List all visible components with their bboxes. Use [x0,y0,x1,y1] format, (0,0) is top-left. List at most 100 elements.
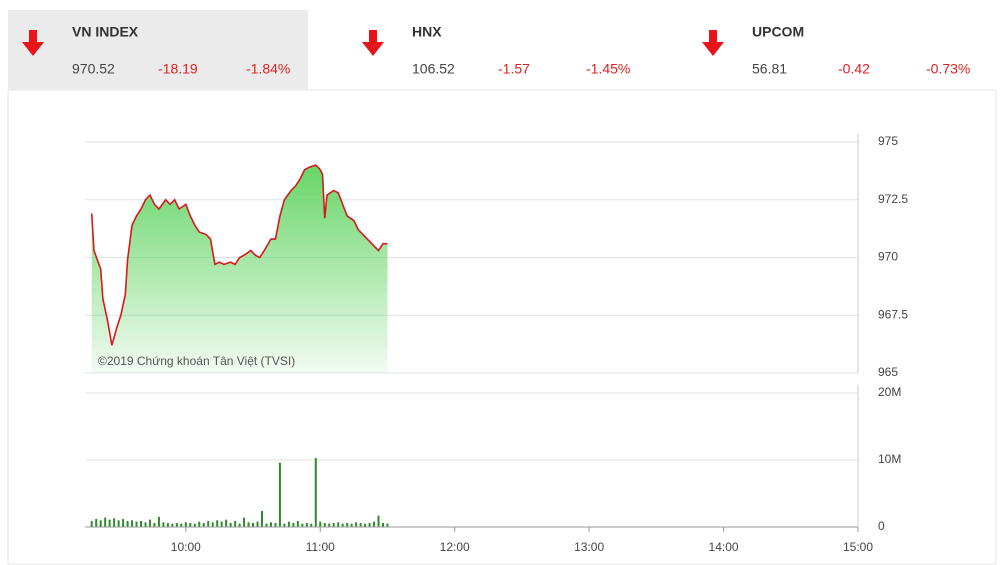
volume-bar [171,523,174,527]
volume-bar [332,522,335,527]
volume-bar [157,516,160,527]
volume-bar [117,520,120,527]
volume-bar [337,522,340,527]
volume-bar [368,522,371,527]
index-value: 56.81 [752,61,787,77]
volume-bar [198,521,201,527]
volume-bar [225,519,228,527]
x-tick-label: 13:00 [574,540,604,554]
volume-bar [381,522,384,527]
volume-bar [238,523,241,527]
volume-bar [148,519,151,527]
y-tick-label: 0 [878,519,885,533]
volume-bar [265,523,268,527]
volume-bar [207,520,210,527]
x-tick-label: 15:00 [843,540,873,554]
volume-bar [386,523,389,527]
volume-bar [256,521,259,527]
volume-bar [247,522,250,527]
volume-bar [162,522,165,527]
volume-bar [211,522,214,527]
volume-bar [229,522,232,527]
volume-bar [301,523,304,527]
volume-bar [292,522,295,527]
volume-bar [373,521,376,527]
chart: 965 967.5 970 972.5 975 ©2019 Chứng khoán Tân… [85,134,908,554]
volume-bar [135,521,138,527]
volume-bar [359,522,362,527]
volume-bar [269,522,272,527]
y-tick-label: 965 [878,365,898,379]
volume-bar [99,520,102,527]
volume-bar [350,523,353,527]
index-change: -18.19 [158,61,198,77]
volume-bar [216,520,219,527]
y-tick-label: 972.5 [878,192,908,206]
volume-bar [180,523,183,527]
index-value: 106.52 [412,61,455,77]
volume-bar [220,521,223,527]
volume-bar [346,522,349,527]
volume-bar [355,522,358,527]
volume-bar [104,517,107,527]
volume-bar [140,520,143,527]
y-tick-label: 20M [878,385,901,399]
watermark: ©2019 Chứng khoán Tân Việt (TVSI) [98,354,295,368]
x-tick-label: 10:00 [171,540,201,554]
index-tile-active[interactable] [8,10,308,90]
volume-bar [341,523,344,527]
volume-bar [95,518,98,527]
index-name: VN INDEX [72,24,139,40]
volume-bar [323,522,326,527]
y-tick-label: 970 [878,250,898,264]
volume-bar [252,522,255,527]
index-name: UPCOM [752,24,804,40]
volume-bar [131,520,134,527]
index-percent: -1.84% [246,61,290,77]
y-tick-label: 967.5 [878,307,908,321]
index-name: HNX [412,24,442,40]
volume-bar [113,518,116,527]
volume-bar [202,522,205,527]
x-tick-label: 11:00 [306,540,335,554]
volume-bar [193,523,196,527]
index-percent: -1.45% [586,61,630,77]
volume-bar [310,523,313,527]
volume-bar [319,521,322,527]
volume-bar [283,523,286,527]
volume-bar [314,457,317,527]
down-arrow-icon [22,30,44,56]
down-arrow-icon [702,30,724,56]
price-line [90,164,388,346]
volume-bar [189,522,192,527]
volume-bar [108,519,111,527]
volume-bar [287,521,290,527]
volume-bar [364,523,367,527]
x-tick-label: 14:00 [709,540,739,554]
index-change: -0.42 [838,61,870,77]
volume-bar [144,522,147,527]
volume-bar [166,522,169,527]
volume-bar [153,522,156,527]
volume-bar [122,518,125,527]
volume-bar [175,522,178,527]
volume-bar [126,520,129,527]
price-area [91,165,388,373]
volume-bar [328,523,331,527]
volume-bar [261,510,264,527]
volume-bar [274,522,277,527]
volume-bar [184,522,187,527]
y-tick-label: 975 [878,134,898,148]
volume-bar [234,520,237,527]
x-tick-label: 12:00 [440,540,470,554]
volume-bar [90,520,93,527]
volume-bar [243,517,246,527]
index-tiles: VN INDEX 970.52 -18.19 -1.84% HNX 106.52 -1.57… [22,24,970,77]
index-value: 970.52 [72,61,115,77]
down-arrow-icon [362,30,384,56]
index-change: -1.57 [498,61,530,77]
volume-bar [377,515,380,527]
volume-bar [278,462,281,527]
index-percent: -0.73% [926,61,970,77]
